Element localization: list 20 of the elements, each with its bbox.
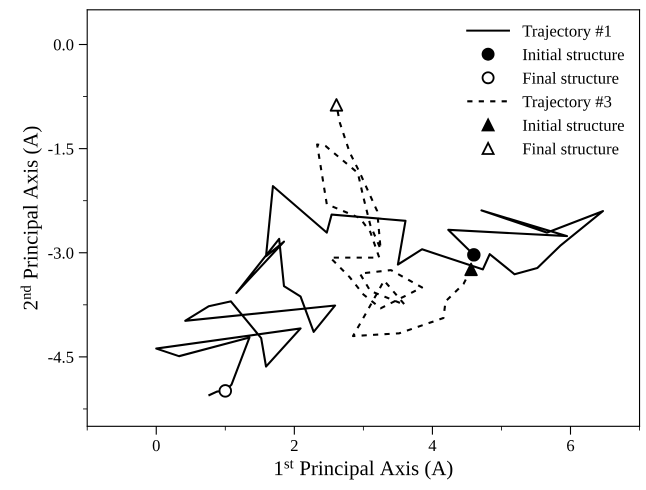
y-tick-label: -3.0: [48, 247, 74, 259]
legend-label: Trajectory #3: [522, 96, 612, 111]
y-tick-label: 0.0: [54, 39, 74, 51]
y-tick-label: -4.5: [48, 352, 74, 363]
x-tick-label: 6: [567, 440, 574, 452]
legend-label: Final structure: [522, 72, 618, 84]
x-tick-label: 0: [152, 440, 160, 452]
legend-label: Initial structure: [522, 48, 624, 60]
y-tick-label: -1.5: [48, 143, 74, 155]
legend-label: Final structure: [522, 142, 618, 154]
point: [330, 98, 344, 112]
point: [464, 262, 478, 276]
legend-label: Initial structure: [522, 119, 624, 131]
x-tick-label: 4: [428, 440, 436, 452]
x-tick-label: 2: [290, 440, 298, 452]
point: [467, 248, 481, 262]
point: [218, 384, 232, 398]
x-axis-title: 1$^{st}$ Principal Axis (A): [275, 460, 452, 480]
legend-label: Trajectory #1: [522, 25, 611, 40]
y-axis-title: 2$^{nd}$ Principal Axis (A): [20, 126, 42, 310]
